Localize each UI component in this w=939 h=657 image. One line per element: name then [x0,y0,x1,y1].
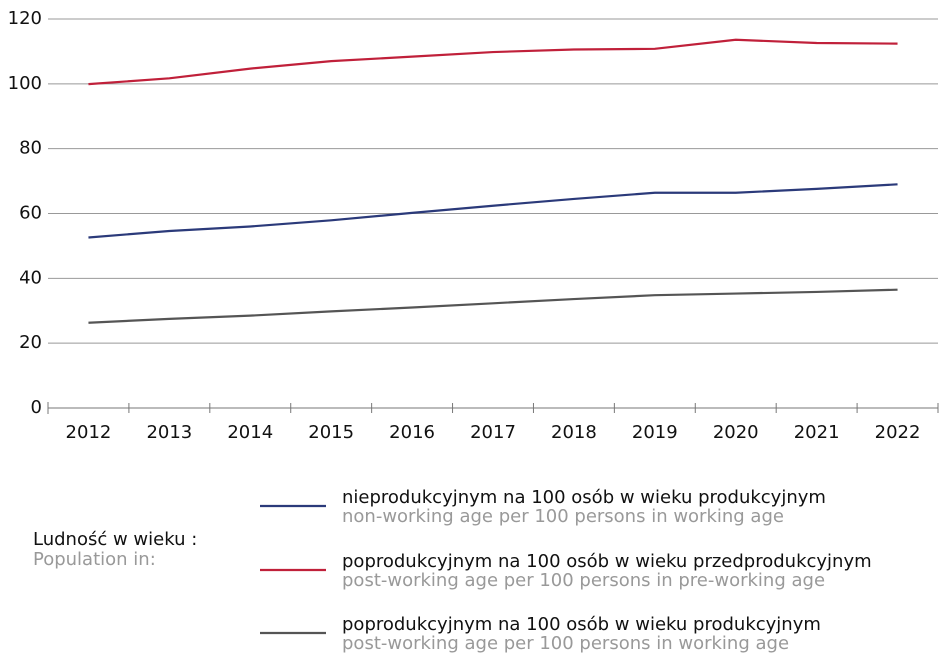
y-tick-label: 0 [31,397,42,418]
legend-label: poprodukcyjnym na 100 osób w wieku produ… [342,614,821,635]
legend-label-en: post-working age per 100 persons in work… [342,633,789,654]
x-tick-label: 2014 [227,422,273,443]
y-tick-label: 80 [19,138,42,159]
x-tick-label: 2017 [470,422,516,443]
y-tick-label: 20 [19,332,42,353]
x-tick-label: 2013 [146,422,192,443]
legend-label-en: non-working age per 100 persons in worki… [342,506,784,527]
x-tick-label: 2022 [875,422,921,443]
y-tick-label: 40 [19,267,42,288]
series-line [88,288,898,324]
legend-title-en: Population in: [33,549,156,570]
series-line [88,183,898,239]
series-line [88,38,898,86]
legend-title: Ludność w wieku : [33,529,197,550]
x-tick-label: 2019 [632,422,678,443]
x-tick-label: 2012 [66,422,112,443]
x-tick-label: 2016 [389,422,435,443]
x-tick-label: 2021 [794,422,840,443]
x-tick-label: 2015 [308,422,354,443]
legend-label: nieprodukcyjnym na 100 osób w wieku prod… [342,487,826,508]
legend-label-en: post-working age per 100 persons in pre-… [342,570,825,591]
x-tick-label: 2020 [713,422,759,443]
y-tick-label: 100 [8,73,42,94]
y-tick-label: 60 [19,203,42,224]
y-tick-label: 120 [8,8,42,29]
x-tick-label: 2018 [551,422,597,443]
legend-label: poprodukcyjnym na 100 osób w wieku przed… [342,551,872,572]
